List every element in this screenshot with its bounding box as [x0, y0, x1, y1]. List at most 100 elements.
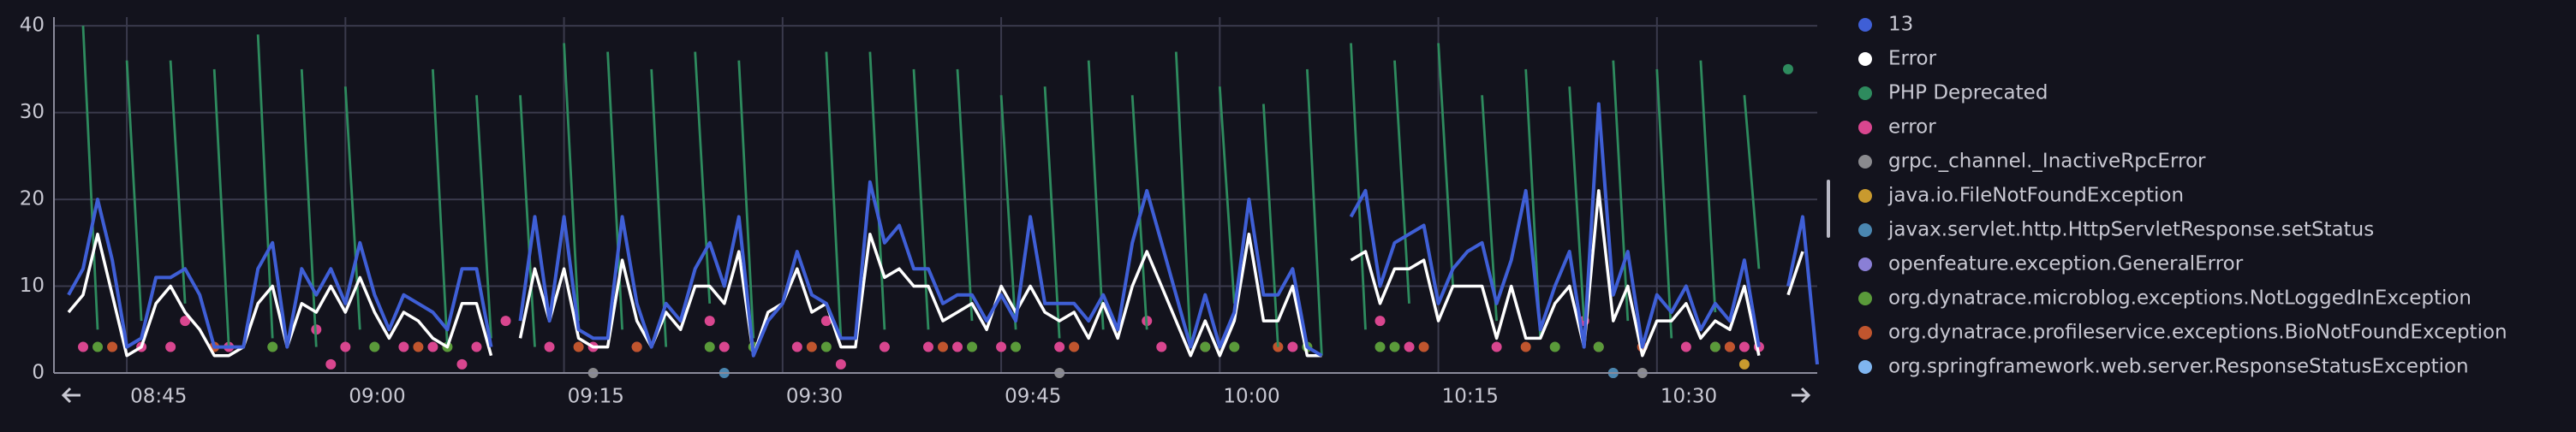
data-point: [879, 341, 890, 352]
legend-swatch: [1858, 223, 1872, 237]
data-point: [1142, 316, 1153, 327]
data-point: [1782, 63, 1793, 74]
legend-label: Error: [1888, 48, 1937, 70]
x-tick-label: 09:30: [786, 386, 843, 408]
data-point: [1374, 341, 1386, 352]
data-point: [704, 341, 715, 352]
data-point: [311, 324, 322, 335]
data-point: [267, 341, 278, 352]
legend-label: javax.servlet.http.HttpServletResponse.s…: [1887, 219, 2374, 241]
legend-label: org.springframework.web.server.ResponseS…: [1888, 356, 2469, 378]
data-point: [398, 341, 409, 352]
legend-swatch: [1858, 52, 1872, 66]
legend-swatch: [1858, 86, 1872, 100]
x-tick-label: 10:00: [1223, 386, 1279, 408]
data-point: [1200, 341, 1211, 352]
x-tick-label: 09:15: [568, 386, 624, 408]
data-point: [573, 341, 584, 352]
data-point: [544, 341, 555, 352]
plot: [67, 26, 1819, 378]
data-point: [1054, 341, 1065, 352]
data-point: [631, 341, 642, 352]
legend-label: java.io.FileNotFoundException: [1887, 185, 2184, 207]
y-tick-label: 10: [20, 275, 45, 297]
data-point: [1738, 341, 1750, 352]
x-tick-label: 10:15: [1442, 386, 1499, 408]
data-point: [820, 341, 832, 352]
data-point: [165, 341, 176, 352]
data-point: [719, 341, 730, 352]
data-point: [340, 341, 351, 352]
data-point: [471, 341, 482, 352]
data-point: [1069, 341, 1080, 352]
data-point: [967, 341, 978, 352]
series: [1738, 358, 1750, 370]
scrollbar[interactable]: [1827, 180, 1830, 238]
data-point: [1549, 341, 1560, 352]
data-point: [325, 358, 337, 370]
data-point: [1287, 341, 1298, 352]
legend-swatch: [1858, 292, 1872, 305]
data-point: [791, 341, 802, 352]
data-point: [1680, 341, 1691, 352]
data-point: [1156, 341, 1167, 352]
legend-label: 13: [1888, 14, 1913, 36]
data-point: [1418, 341, 1429, 352]
x-tick-label: 08:45: [130, 386, 187, 408]
legend-label: org.dynatrace.microblog.exceptions.NotLo…: [1888, 287, 2472, 310]
legend-label: org.dynatrace.profileservice.exceptions.…: [1888, 322, 2507, 344]
y-tick-label: 30: [20, 101, 45, 123]
data-point: [922, 341, 933, 352]
data-point: [1709, 341, 1720, 352]
legend-swatch: [1858, 360, 1872, 374]
scroll-right[interactable]: [1792, 387, 1811, 404]
series: [67, 102, 1819, 365]
data-point: [820, 316, 832, 327]
series: [83, 26, 1793, 356]
data-point: [1520, 341, 1531, 352]
y-tick-label: 40: [20, 15, 45, 37]
legend-swatch: [1858, 189, 1872, 203]
legend-swatch: [1858, 18, 1872, 32]
data-point: [1273, 341, 1284, 352]
data-point: [1389, 341, 1400, 352]
y-tick-label: 0: [32, 362, 45, 384]
legend-swatch: [1858, 257, 1872, 271]
data-point: [704, 316, 715, 327]
data-point: [1724, 341, 1735, 352]
series: [78, 316, 1764, 370]
data-point: [456, 358, 468, 370]
data-point: [369, 341, 380, 352]
data-point: [78, 341, 89, 352]
data-point: [92, 341, 104, 352]
series: [67, 189, 1804, 358]
data-point: [1374, 316, 1386, 327]
data-point: [1738, 358, 1750, 370]
legend-swatch: [1858, 121, 1872, 134]
data-point: [1011, 341, 1022, 352]
data-point: [938, 341, 949, 352]
scroll-left[interactable]: [61, 387, 80, 404]
legend-label: PHP Deprecated: [1888, 82, 2048, 104]
data-point: [1491, 341, 1502, 352]
data-point: [500, 316, 511, 327]
data-point: [835, 358, 846, 370]
data-point: [952, 341, 963, 352]
y-tick-label: 20: [20, 188, 45, 210]
series-line: [67, 189, 1804, 358]
legend-label: error: [1888, 116, 1936, 139]
legend-swatch: [1858, 155, 1872, 169]
data-point: [107, 341, 118, 352]
data-point: [1404, 341, 1415, 352]
x-tick-label: 09:45: [1005, 386, 1061, 408]
series-line: [67, 102, 1819, 365]
x-tick-label: 09:00: [349, 386, 405, 408]
data-point: [806, 341, 817, 352]
series: [107, 341, 1735, 352]
data-point: [996, 341, 1007, 352]
legend-swatch: [1858, 326, 1872, 340]
data-point: [1593, 341, 1604, 352]
legend-label: openfeature.exception.GeneralError: [1888, 253, 2244, 275]
